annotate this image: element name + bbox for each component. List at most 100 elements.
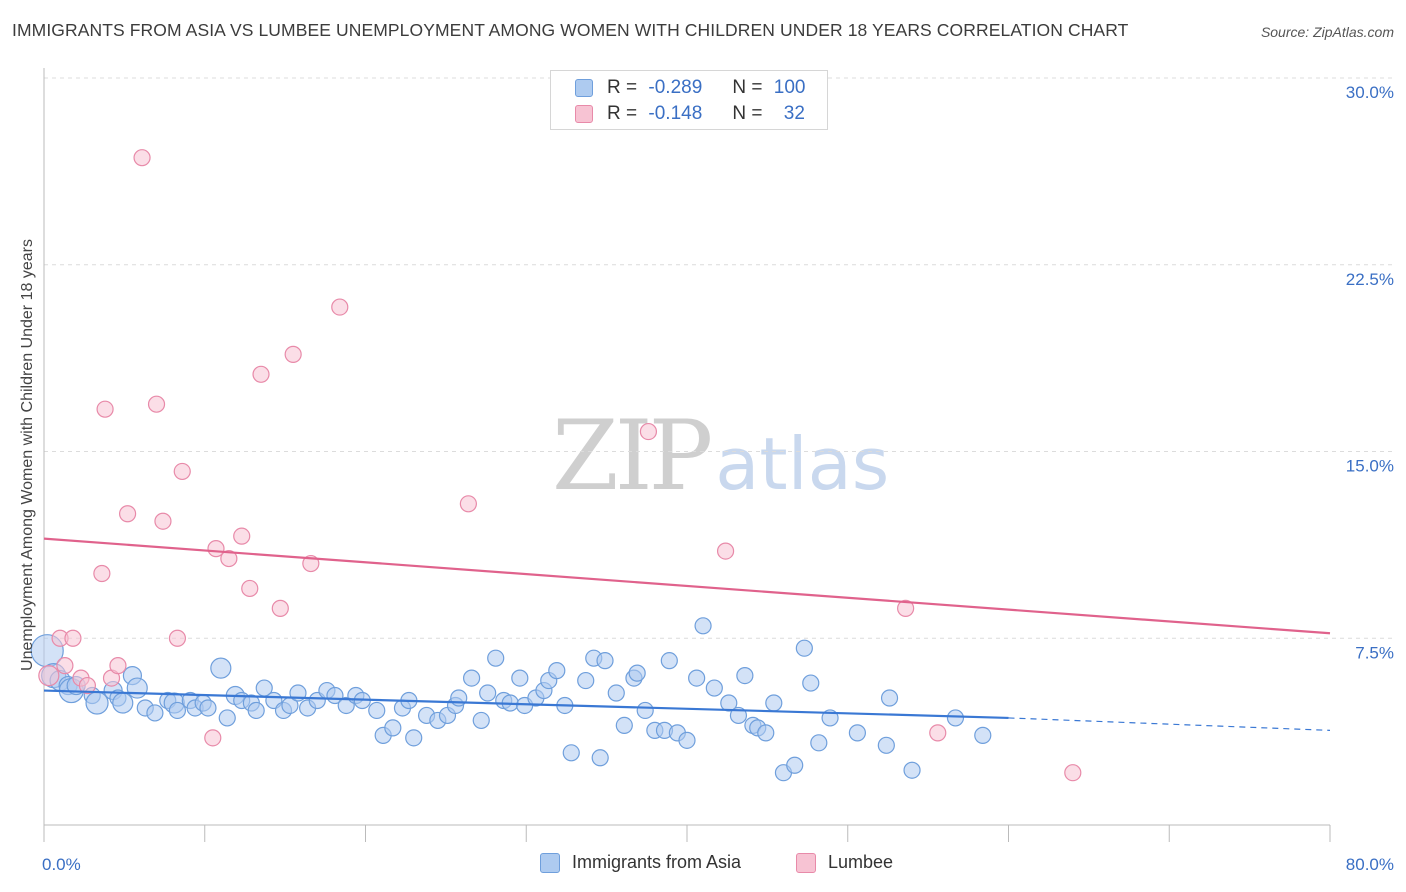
asia-point	[615, 716, 633, 735]
asia-point	[218, 709, 236, 727]
asia-point	[607, 684, 625, 702]
asia-point	[199, 699, 217, 717]
bottom-legend-swatch-lumbee	[796, 852, 816, 873]
asia-point	[903, 761, 921, 779]
asia-point	[487, 649, 505, 667]
lumbee-point	[173, 462, 191, 481]
lumbee-point	[271, 599, 289, 617]
zipatlas-watermark: ZIPatlas	[552, 400, 889, 512]
asia-point	[694, 617, 712, 635]
asia-point	[450, 689, 468, 707]
asia-point	[688, 669, 706, 687]
y-tick-label: 30.0%	[1346, 83, 1394, 102]
bottom-legend-label-lumbee: Lumbee	[828, 852, 894, 872]
legend-n-label: N =	[732, 77, 763, 98]
legend-r-value: -0.148	[648, 103, 703, 124]
lumbee-point	[716, 542, 735, 560]
asia-point	[636, 701, 654, 720]
lumbee-point	[38, 664, 60, 687]
x-tick-label: 0.0%	[42, 855, 81, 874]
lumbee-point	[204, 729, 222, 747]
x-tick-label: 80.0%	[1346, 855, 1394, 874]
asia-point	[795, 639, 813, 657]
asia-point	[946, 709, 965, 727]
watermark-zip: ZIP	[552, 400, 713, 512]
asia-point	[472, 711, 490, 730]
asia-point	[511, 669, 529, 687]
asia-point	[736, 666, 754, 685]
asia-point	[596, 652, 614, 670]
asia-point	[168, 701, 187, 720]
bottom-legend-swatch-asia	[540, 852, 560, 873]
asia-point	[705, 679, 723, 697]
legend-r-label: R =	[607, 77, 638, 98]
asia-point	[880, 689, 899, 707]
asia-point	[577, 671, 595, 690]
legend-swatch-asia	[575, 79, 593, 97]
lumbee-point	[284, 345, 302, 363]
asia-trend-extension	[1008, 717, 1331, 731]
asia-point	[85, 691, 109, 715]
lumbee-point	[78, 676, 97, 695]
lumbee-point	[639, 422, 658, 441]
asia-point	[146, 704, 164, 722]
lumbee-point	[220, 549, 238, 568]
chart-title: IMMIGRANTS FROM ASIA VS LUMBEE UNEMPLOYM…	[12, 20, 1129, 40]
lumbee-point	[929, 724, 947, 742]
lumbee-point	[154, 512, 172, 530]
watermark-atlas: atlas	[715, 422, 890, 506]
lumbee-point	[147, 395, 166, 413]
legend-row-lumbee: R = -0.148 N = 32	[575, 102, 805, 126]
lumbee-point	[1064, 764, 1082, 782]
lumbee-point	[56, 657, 74, 675]
asia-trend-line	[43, 689, 1009, 720]
legend-n-value: 32	[783, 103, 805, 124]
legend-swatch-lumbee	[575, 105, 593, 123]
asia-point	[786, 756, 804, 774]
lumbee-point	[897, 599, 915, 617]
asia-point	[974, 726, 992, 744]
legend-r-label: R =	[607, 103, 638, 124]
source-credit: Source: ZipAtlas.com	[1260, 24, 1394, 40]
y-tick-label: 15.0%	[1346, 457, 1394, 476]
legend-row-asia: R = -0.289 N = 100	[575, 76, 805, 100]
asia-point	[562, 744, 580, 762]
asia-point	[126, 677, 148, 699]
lumbee-point	[241, 579, 259, 598]
lumbee-trend-line	[43, 537, 1331, 635]
lumbee-point	[109, 657, 127, 675]
lumbee-point	[331, 298, 349, 316]
legend-r-value: -0.289	[648, 77, 703, 98]
asia-point	[247, 701, 265, 720]
lumbee-point	[168, 629, 187, 647]
asia-point	[678, 731, 696, 749]
asia-point	[462, 669, 481, 687]
correlation-legend: R = -0.289 N = 100 R = -0.148 N = 32	[550, 70, 828, 130]
asia-point	[210, 657, 232, 679]
legend-n-value: 100	[773, 77, 806, 98]
asia-point	[548, 662, 566, 680]
lumbee-point	[96, 400, 114, 418]
bottom-legend-lumbee: Lumbee	[796, 852, 893, 873]
asia-point	[757, 724, 775, 742]
asia-point	[765, 694, 783, 712]
lumbee-point	[64, 629, 82, 647]
asia-point	[877, 736, 895, 754]
bottom-legend-label-asia: Immigrants from Asia	[572, 852, 742, 872]
asia-point	[591, 749, 609, 767]
y-axis-label: Unemployment Among Women with Children U…	[19, 239, 36, 671]
legend-n-label: N =	[732, 103, 763, 124]
asia-point	[384, 719, 402, 737]
asia-point	[368, 701, 386, 720]
lumbee-point	[118, 505, 137, 523]
lumbee-point	[459, 495, 477, 513]
asia-point	[405, 729, 423, 747]
bottom-legend-asia: Immigrants from Asia	[540, 852, 741, 873]
asia-point	[112, 692, 134, 714]
lumbee-point	[93, 564, 111, 583]
asia-point	[802, 674, 820, 692]
asia-point	[848, 724, 866, 742]
asia-point	[479, 684, 497, 702]
y-tick-label: 7.5%	[1355, 643, 1394, 662]
